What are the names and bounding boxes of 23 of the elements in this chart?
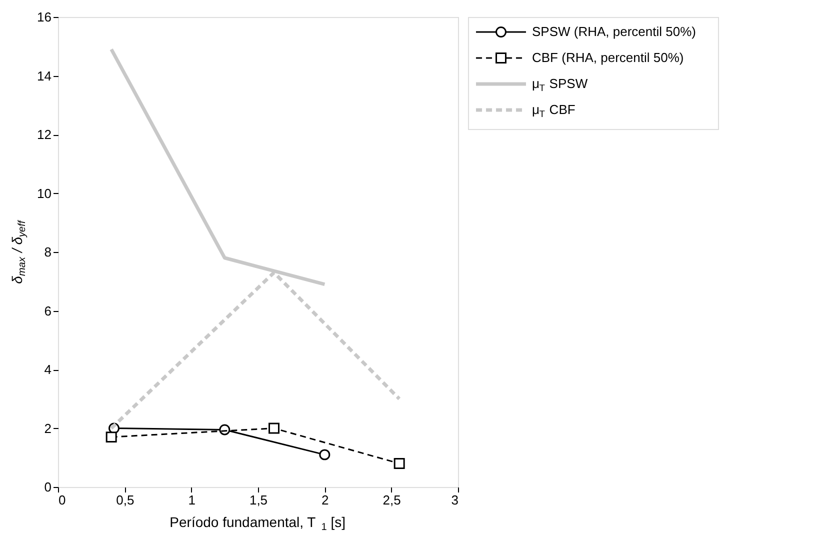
legend-label: CBF (RHA, percentil 50%)	[532, 50, 684, 65]
y-tick-label: 4	[44, 362, 52, 377]
y-tick-label: 12	[37, 127, 52, 142]
y-tick-label: 10	[37, 186, 52, 201]
y-tick-label: 0	[44, 480, 52, 494]
point	[394, 458, 405, 469]
point	[268, 422, 280, 434]
point	[319, 449, 330, 460]
y-tick-label: 16	[37, 10, 52, 24]
x-tick-label: 0,5	[116, 492, 134, 508]
y-tick-label: 14	[37, 68, 52, 84]
y-tick-label: 6	[44, 303, 52, 318]
x-tick-label: 2,5	[382, 492, 401, 508]
x-tick-label: 0	[58, 492, 66, 508]
point	[106, 432, 117, 443]
y-tick-label: 8	[44, 244, 52, 260]
x-tick-label: 1,5	[249, 492, 268, 508]
y-axis-title: δmax / δyeff	[9, 220, 28, 284]
y-tick-label: 2	[44, 420, 52, 436]
legend-label: SPSW (RHA, percentil 50%)	[532, 24, 696, 39]
x-tick-label: 2	[322, 492, 329, 508]
x-tick-label: 3	[451, 492, 458, 508]
x-tick-label: 1	[188, 492, 196, 508]
